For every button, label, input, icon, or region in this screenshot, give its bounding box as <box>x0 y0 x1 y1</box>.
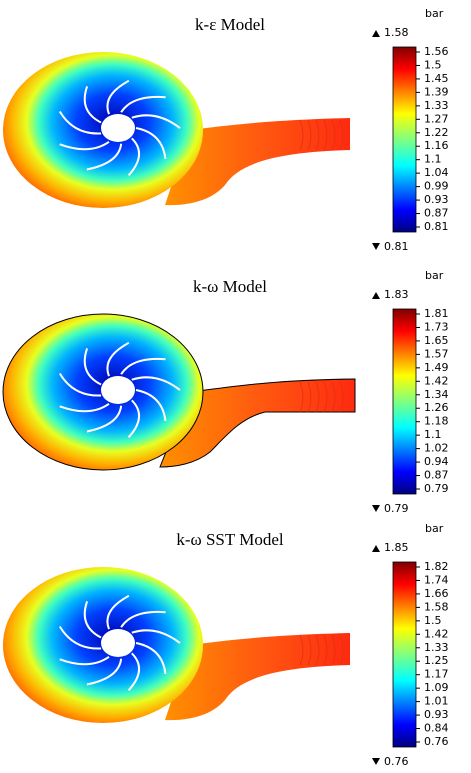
colorbar-tick-label: 1.18 <box>424 415 449 428</box>
colorbar-tick-label: 1.73 <box>424 320 449 333</box>
colorbar-tick-label: 1.42 <box>424 374 449 387</box>
colorbar-tick-label: 1.5 <box>424 58 442 71</box>
colorbar <box>393 47 416 232</box>
colorbar-tick-label: 1.1 <box>424 153 442 166</box>
panel-title: k-ω SST Model <box>176 530 283 549</box>
hub <box>101 376 135 404</box>
min-marker <box>372 505 380 512</box>
colorbar-tick-label: 1.74 <box>424 573 449 586</box>
colorbar-tick-label: 0.76 <box>424 735 449 748</box>
colorbar-tick-label: 1.33 <box>424 99 449 112</box>
colorbar-tick-label: 1.39 <box>424 85 449 98</box>
max-marker <box>372 545 380 552</box>
min-marker <box>372 758 380 765</box>
colorbar-tick-label: 0.94 <box>424 455 449 468</box>
colorbar-tick-label: 1.17 <box>424 668 449 681</box>
colorbar-tick-label: 1.01 <box>424 695 449 708</box>
colorbar-tick-label: 1.58 <box>424 600 449 613</box>
colorbar-tick-label: 1.66 <box>424 587 449 600</box>
colorbar-tick-label: 0.81 <box>424 220 449 233</box>
colorbar-tick-label: 1.65 <box>424 334 449 347</box>
max-label: 1.85 <box>384 541 409 554</box>
max-label: 1.83 <box>384 288 409 301</box>
hub <box>101 629 135 657</box>
colorbar-tick-label: 0.87 <box>424 469 449 482</box>
colorbar-tick-label: 1.25 <box>424 654 449 667</box>
colorbar-tick-label: 1.82 <box>424 560 449 573</box>
colorbar-tick-label: 1.27 <box>424 112 449 125</box>
colorbar-tick-label: 0.93 <box>424 708 449 721</box>
colorbar-tick-label: 1.33 <box>424 641 449 654</box>
colorbar-tick-label: 0.84 <box>424 722 449 735</box>
colorbar-tick-label: 1.5 <box>424 614 442 627</box>
colorbar-tick-label: 1.34 <box>424 388 449 401</box>
colorbar-tick-label: 1.04 <box>424 166 449 179</box>
colorbar-tick-label: 1.56 <box>424 45 449 58</box>
unit-label: bar <box>425 269 444 282</box>
colorbar-tick-label: 1.16 <box>424 139 449 152</box>
min-label: 0.79 <box>384 502 409 515</box>
colorbar-tick-label: 1.09 <box>424 681 449 694</box>
min-label: 0.76 <box>384 755 409 768</box>
colorbar-tick-label: 1.49 <box>424 361 449 374</box>
figure: k-ε Modelbar1.581.561.51.451.391.331.271… <box>0 0 471 773</box>
max-label: 1.58 <box>384 26 409 39</box>
colorbar-tick-label: 1.57 <box>424 347 449 360</box>
colorbar-tick-label: 0.79 <box>424 482 449 495</box>
min-label: 0.81 <box>384 240 409 253</box>
colorbar-tick-label: 0.99 <box>424 180 449 193</box>
colorbar-tick-label: 1.22 <box>424 126 449 139</box>
colorbar-tick-label: 1.26 <box>424 401 449 414</box>
hub <box>101 114 135 142</box>
colorbar-tick-label: 1.42 <box>424 627 449 640</box>
colorbar-tick-label: 0.87 <box>424 207 449 220</box>
min-marker <box>372 243 380 250</box>
colorbar <box>393 562 416 747</box>
unit-label: bar <box>425 522 444 535</box>
unit-label: bar <box>425 7 444 20</box>
panel: k-ω SST Modelbar1.851.821.741.661.581.51… <box>3 522 449 768</box>
max-marker <box>372 30 380 37</box>
colorbar-tick-label: 1.02 <box>424 442 449 455</box>
panel: k-ω Model bar 1.83 1.811.731.651.571.491.42… <box>3 269 449 515</box>
panel-title: k-ε Model <box>195 15 265 34</box>
colorbar-tick-label: 1.81 <box>424 307 449 320</box>
colorbar-tick-label: 0.93 <box>424 193 449 206</box>
colorbar <box>393 309 416 494</box>
panel-title: k-ω Model <box>193 277 267 296</box>
panel: k-ε Modelbar1.581.561.51.451.391.331.271… <box>3 7 449 253</box>
max-marker <box>372 292 380 299</box>
colorbar-tick-label: 1.45 <box>424 72 449 85</box>
colorbar-tick-label: 1.1 <box>424 428 442 441</box>
